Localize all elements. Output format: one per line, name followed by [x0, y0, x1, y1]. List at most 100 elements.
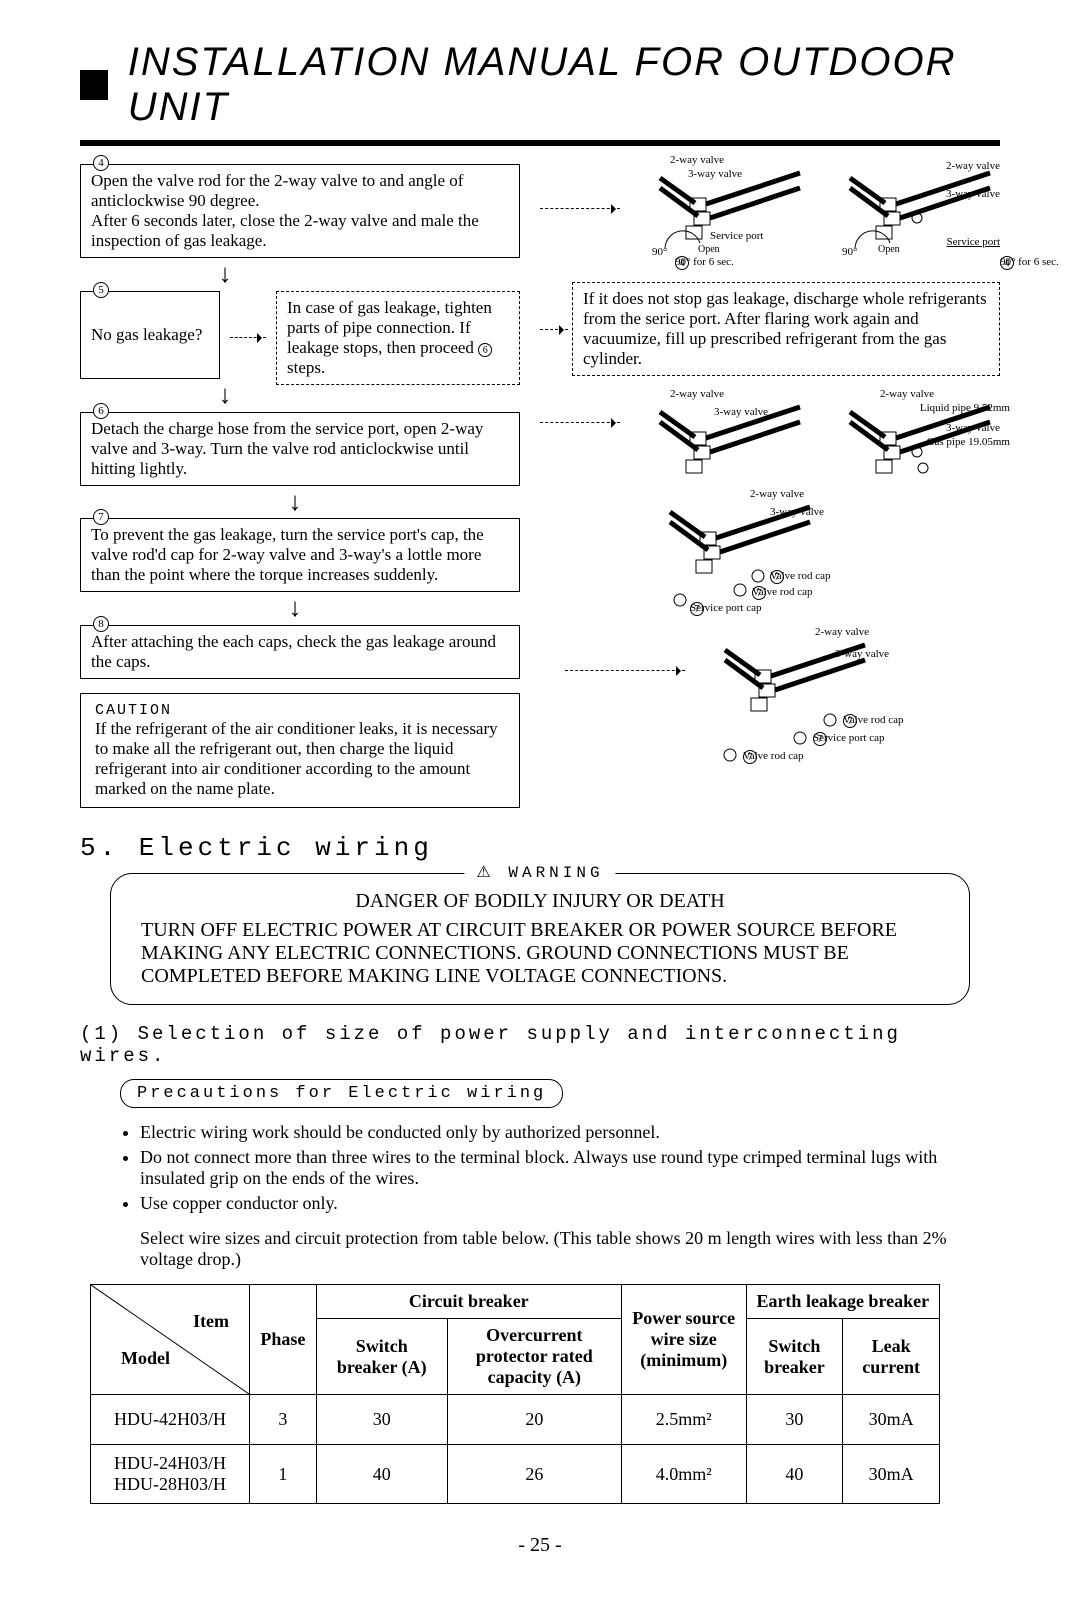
- fig-label: Gas pipe 19.05mm: [927, 436, 1010, 448]
- fig-label: 90°: [652, 246, 667, 258]
- precautions-label: Precautions for Electric wiring: [120, 1079, 563, 1108]
- th-wire: Power source wire size (minimum): [621, 1285, 746, 1395]
- fig-label: 3-way valve: [946, 188, 1000, 200]
- warning-title: DANGER OF BODILY INJURY OR DEATH: [141, 890, 939, 913]
- step-8: 8 After attaching the each caps, check t…: [80, 625, 520, 679]
- warning-label: ⚠ WARNING: [464, 862, 615, 882]
- title-marker: [80, 70, 108, 100]
- th-model: Model: [91, 1348, 249, 1369]
- valve-figure: 2-way valve 3-way valve Service port 90°…: [630, 158, 810, 268]
- cell-model: HDU-24H03/H HDU-28H03/H: [91, 1445, 250, 1504]
- step-6: 6 Detach the charge hose from the servic…: [80, 412, 520, 486]
- precautions-list: Electric wiring work should be conducted…: [140, 1122, 1000, 1214]
- step-number-icon: 7: [93, 509, 109, 525]
- step-number-icon: 6: [93, 403, 109, 419]
- fig-label: 3-way valve: [946, 422, 1000, 434]
- step-7-text: To prevent the gas leakage, turn the ser…: [91, 525, 484, 584]
- cell-leak: 30mA: [843, 1445, 940, 1504]
- valve-figure: 2-way valve 3-way valve: [630, 392, 810, 482]
- table-row: HDU-42H03/H 3 30 20 2.5mm² 30 30mA: [91, 1395, 940, 1445]
- valve-figure: 2-way valve 3-way valve Service port 90°…: [820, 158, 1000, 268]
- fig-label: Service port: [710, 230, 763, 242]
- cell-wire: 4.0mm²: [621, 1445, 746, 1504]
- fig-label: 3-way valve: [688, 168, 742, 180]
- inline-step-icon: 6: [478, 343, 492, 357]
- cell-leak: 30mA: [843, 1395, 940, 1445]
- dash-arrow-icon: [565, 670, 685, 671]
- section-5-heading: 5. Electric wiring: [80, 833, 1000, 863]
- step-5-note: In case of gas leakage, tighten parts of…: [276, 291, 520, 385]
- list-item: Electric wiring work should be conducted…: [140, 1122, 1000, 1143]
- valve-svg: [695, 630, 955, 770]
- arrow-down-icon: ↓: [210, 264, 240, 285]
- cell-sb: 30: [316, 1395, 447, 1445]
- warning-body: TURN OFF ELECTRIC POWER AT CIRCUIT BREAK…: [141, 919, 939, 988]
- cell-oc: 26: [447, 1445, 621, 1504]
- step-number-icon: 8: [93, 616, 109, 632]
- arrow-down-icon: ↓: [280, 492, 310, 513]
- th-item: Item: [91, 1311, 249, 1332]
- spec-table: Item Model Phase Circuit breaker Power s…: [90, 1284, 940, 1504]
- fig-label: 3-way valve: [714, 406, 768, 418]
- cell-model: HDU-42H03/H: [91, 1395, 250, 1445]
- page-title: INSTALLATION MANUAL FOR OUTDOOR UNIT: [128, 40, 1000, 130]
- fig-label: 2-way valve: [670, 154, 724, 166]
- caution-label: CAUTION: [95, 702, 505, 719]
- cell-esb: 30: [746, 1395, 843, 1445]
- arrow-down-icon: ↓: [280, 598, 310, 619]
- step-5-text: No gas leakage?: [91, 325, 202, 345]
- step-number-icon: 4: [93, 155, 109, 171]
- step-5-right-note: If it does not stop gas leakage, dischar…: [572, 282, 1000, 376]
- fig-label: 2-way valve: [670, 388, 724, 400]
- caution-box: CAUTION If the refrigerant of the air co…: [80, 693, 520, 808]
- th-earth-switch: Switch breaker: [746, 1319, 843, 1395]
- dash-arrow-icon: [540, 208, 620, 209]
- cell-phase: 3: [250, 1395, 317, 1445]
- page-number: - 25 -: [80, 1534, 1000, 1557]
- fig-label: 3-way valve: [770, 506, 824, 518]
- valve-figure: 2-way valve 3-way valve 7 Valve rod cap …: [695, 630, 955, 770]
- valve-figure: 2-way valve 3-way valve 7 Valve rod cap …: [640, 492, 900, 622]
- th-phase: Phase: [250, 1285, 317, 1395]
- warning-box: ⚠ WARNING DANGER OF BODILY INJURY OR DEA…: [110, 873, 970, 1005]
- arrow-down-icon: ↓: [210, 385, 240, 406]
- fig-label: 2-way valve: [750, 488, 804, 500]
- th-circuit: Circuit breaker: [316, 1285, 621, 1319]
- dash-arrow-icon: [540, 329, 568, 330]
- th-overcurrent: Overcurrent protector rated capacity (A): [447, 1319, 621, 1395]
- step-7: 7 To prevent the gas leakage, turn the s…: [80, 518, 520, 592]
- title-rule: [80, 140, 1000, 146]
- title-row: INSTALLATION MANUAL FOR OUTDOOR UNIT: [80, 40, 1000, 130]
- fig-label: 3-way valve: [835, 648, 889, 660]
- valve-figure: 2-way valve Liquid pipe 9.52mm 3-way val…: [820, 392, 1000, 482]
- step-6-text: Detach the charge hose from the service …: [91, 419, 483, 478]
- step-4: 4 Open the valve rod for the 2-way valve…: [80, 164, 520, 258]
- fig-label: 2-way valve: [815, 626, 869, 638]
- fig-label: 90°: [842, 246, 857, 258]
- step-5-note-end: steps.: [287, 358, 325, 377]
- th-switch: Switch breaker (A): [316, 1319, 447, 1395]
- cell-sb: 40: [316, 1445, 447, 1504]
- table-row: HDU-24H03/H HDU-28H03/H 1 40 26 4.0mm² 4…: [91, 1445, 940, 1504]
- fig-label: 2-way valve: [880, 388, 934, 400]
- cell-oc: 20: [447, 1395, 621, 1445]
- th-earth: Earth leakage breaker: [746, 1285, 939, 1319]
- dash-arrow-icon: [540, 422, 620, 423]
- step-5: 5 No gas leakage?: [80, 291, 220, 379]
- subheading-1: (1) Selection of size of power supply an…: [80, 1023, 1000, 1067]
- fig-label: Service port: [947, 236, 1000, 248]
- cell-phase: 1: [250, 1445, 317, 1504]
- list-item: Use copper conductor only.: [140, 1193, 1000, 1214]
- step-5-note-text: In case of gas leakage, tighten parts of…: [287, 298, 492, 357]
- caution-text: If the refrigerant of the air conditione…: [95, 719, 498, 798]
- cell-esb: 40: [746, 1445, 843, 1504]
- step-8-text: After attaching the each caps, check the…: [91, 632, 496, 671]
- step-4-text: Open the valve rod for the 2-way valve t…: [91, 171, 479, 250]
- flowchart: 4 Open the valve rod for the 2-way valve…: [80, 164, 1000, 808]
- th-earth-leak: Leak current: [843, 1319, 940, 1395]
- fig-label: Liquid pipe 9.52mm: [920, 402, 1010, 414]
- cell-wire: 2.5mm²: [621, 1395, 746, 1445]
- table-intro: Select wire sizes and circuit protection…: [140, 1228, 960, 1270]
- dash-arrow-icon: [230, 337, 266, 338]
- step-5-right-text: If it does not stop gas leakage, dischar…: [583, 289, 987, 368]
